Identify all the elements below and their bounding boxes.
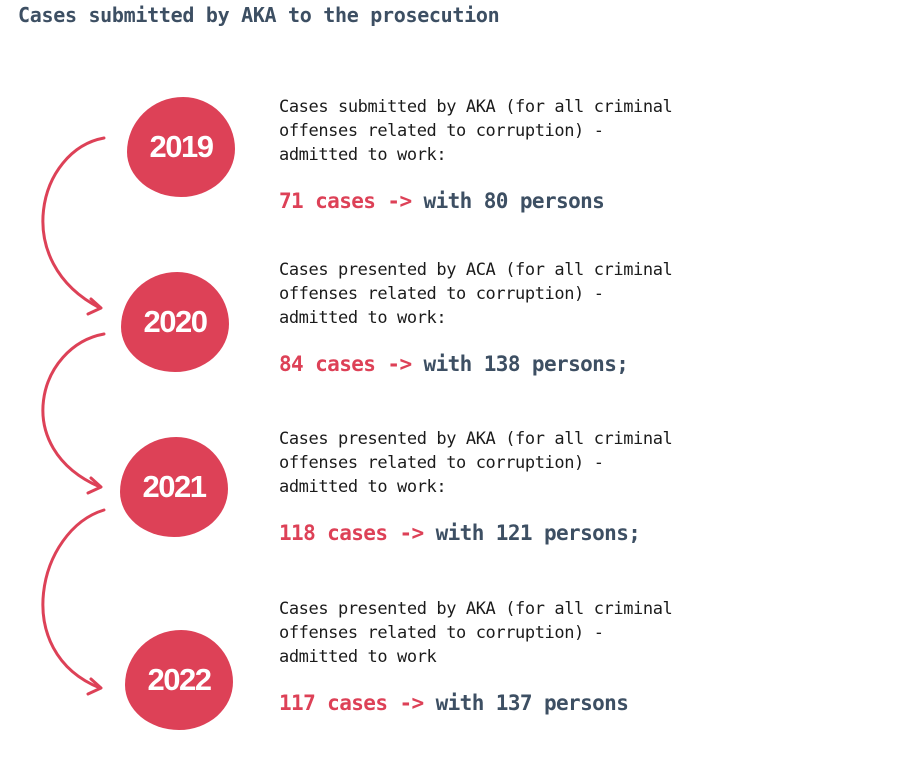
year-badge-2021: 2021 xyxy=(120,437,228,537)
entry-description: Cases presented by ACA (for all criminal… xyxy=(279,260,673,328)
arrow-glyph: -> xyxy=(387,189,412,213)
arrow-head-2022 xyxy=(86,677,103,696)
arrow-glyph: -> xyxy=(399,521,424,545)
persons-count: with 80 persons xyxy=(423,189,605,213)
entry-2021: Cases presented by AKA (for all criminal… xyxy=(279,427,759,545)
cases-count: 118 cases xyxy=(279,521,388,545)
arrow-head-2020 xyxy=(86,297,103,316)
arrow-2020-2021 xyxy=(41,332,106,489)
entry-description: Cases presented by AKA (for all criminal… xyxy=(279,429,673,497)
persons-count: with 121 persons; xyxy=(435,521,641,545)
arrow-2021-2022 xyxy=(41,508,106,690)
arrow-head-2021 xyxy=(86,476,103,495)
arrow-glyph: -> xyxy=(387,352,412,376)
cases-count: 84 cases xyxy=(279,352,376,376)
year-badge-2019: 2019 xyxy=(127,97,235,197)
arrow-glyph: -> xyxy=(399,691,424,715)
page-title: Cases submitted by AKA to the prosecutio… xyxy=(18,3,500,27)
year-badge-2020: 2020 xyxy=(121,272,229,372)
persons-count: with 137 persons xyxy=(435,691,629,715)
entry-description: Cases presented by AKA (for all criminal… xyxy=(279,599,673,667)
arrow-2019-2020 xyxy=(41,136,106,310)
cases-count: 71 cases xyxy=(279,189,376,213)
persons-count: with 138 persons; xyxy=(423,352,629,376)
entry-description: Cases submitted by AKA (for all criminal… xyxy=(279,97,673,165)
cases-count: 117 cases xyxy=(279,691,388,715)
entry-2019: Cases submitted by AKA (for all criminal… xyxy=(279,95,759,213)
entry-2022: Cases presented by AKA (for all criminal… xyxy=(279,597,759,715)
entry-stat: 84 cases -> with 138 persons; xyxy=(279,352,759,376)
year-badge-2022: 2022 xyxy=(125,630,233,730)
entry-stat: 71 cases -> with 80 persons xyxy=(279,189,759,213)
entry-2020: Cases presented by ACA (for all criminal… xyxy=(279,258,759,376)
entry-stat: 117 cases -> with 137 persons xyxy=(279,691,759,715)
entry-stat: 118 cases -> with 121 persons; xyxy=(279,521,759,545)
